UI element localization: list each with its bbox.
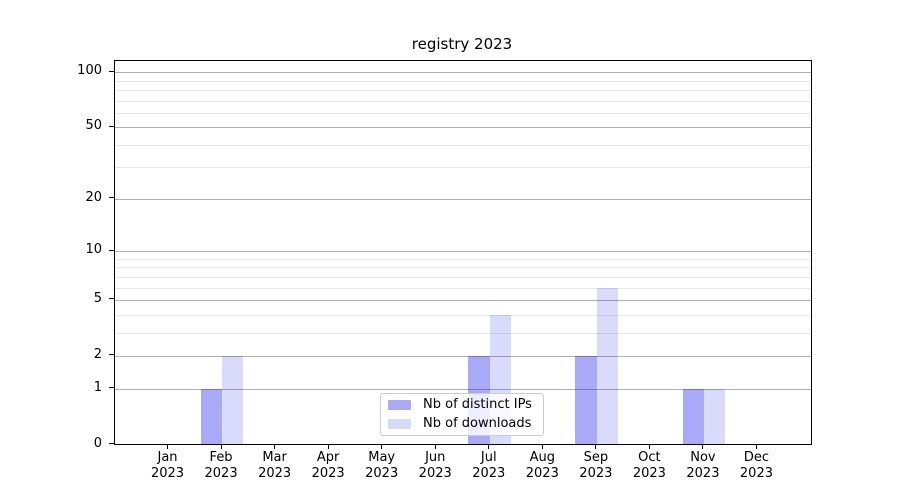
plot-area: Nb of distinct IPs Nb of downloads xyxy=(114,60,812,445)
x-tick-label-mar: Mar 2023 xyxy=(235,450,315,483)
major-gridline-100 xyxy=(115,72,811,74)
x-tick-label-may: May 2023 xyxy=(342,450,422,483)
bar-downloads-nov xyxy=(703,388,726,445)
bar-downloads-feb xyxy=(222,355,244,445)
x-tick-mark-mar xyxy=(274,445,276,449)
x-tick-month: Jun xyxy=(425,449,446,465)
legend-item-downloads: Nb of downloads xyxy=(388,416,535,432)
x-tick-mark-may xyxy=(381,445,383,449)
minor-gridline-60 xyxy=(115,112,811,114)
x-tick-year: 2023 xyxy=(258,466,292,481)
minor-gridline-80 xyxy=(115,89,811,91)
x-tick-label-jul: Jul 2023 xyxy=(449,450,529,483)
x-tick-mark-apr xyxy=(327,445,329,449)
x-tick-year: 2023 xyxy=(579,466,613,481)
y-tick-label-0: 0 xyxy=(93,435,102,451)
x-tick-label-jun: Jun 2023 xyxy=(395,450,475,483)
x-tick-label-dec: Dec 2023 xyxy=(716,450,796,483)
minor-gridline-90 xyxy=(115,80,811,82)
minor-gridline-9 xyxy=(115,258,811,260)
x-tick-year: 2023 xyxy=(365,466,399,481)
major-gridline-2 xyxy=(115,355,811,357)
major-gridline-10 xyxy=(115,251,811,253)
x-tick-mark-sep xyxy=(595,445,597,449)
y-tick-label-1: 1 xyxy=(93,379,102,395)
y-tick-mark-0 xyxy=(109,443,114,444)
major-gridline-50 xyxy=(115,127,811,129)
x-tick-mark-feb xyxy=(220,445,222,449)
legend-item-distinct-ips: Nb of distinct IPs xyxy=(388,397,535,413)
y-tick-mark-5 xyxy=(109,298,114,300)
x-tick-month: Nov xyxy=(690,449,716,465)
x-tick-month: Jan xyxy=(157,449,178,465)
bar-downloads-sep xyxy=(596,287,619,445)
major-gridline-5 xyxy=(115,299,811,301)
x-tick-month: May xyxy=(368,449,396,465)
legend: Nb of distinct IPs Nb of downloads xyxy=(380,393,544,436)
x-tick-year: 2023 xyxy=(739,466,773,481)
y-tick-mark-1 xyxy=(109,387,114,389)
x-tick-label-nov: Nov 2023 xyxy=(663,450,743,483)
x-tick-label-feb: Feb 2023 xyxy=(181,450,261,483)
major-gridline-20 xyxy=(115,198,811,200)
x-tick-mark-aug xyxy=(541,445,543,449)
x-tick-mark-jul xyxy=(488,445,490,449)
x-tick-month: Sep xyxy=(583,449,609,465)
legend-swatch-downloads xyxy=(388,418,411,429)
minor-gridline-4 xyxy=(115,314,811,316)
major-gridline-1 xyxy=(115,388,811,390)
y-tick-label-5: 5 xyxy=(93,290,102,306)
bar-distinct-ips-feb xyxy=(200,388,223,445)
x-tick-month: Oct xyxy=(638,449,661,465)
y-tick-mark-50 xyxy=(109,125,114,127)
chart-title: registry 2023 xyxy=(411,35,513,53)
minor-gridline-8 xyxy=(115,267,811,269)
minor-gridline-40 xyxy=(115,144,811,146)
x-tick-mark-dec xyxy=(755,445,757,449)
x-tick-year: 2023 xyxy=(632,466,666,481)
x-tick-month: Dec xyxy=(743,449,770,465)
y-tick-label-10: 10 xyxy=(85,242,102,258)
y-tick-mark-2 xyxy=(109,354,114,356)
x-tick-year: 2023 xyxy=(525,466,559,481)
x-tick-year: 2023 xyxy=(204,466,238,481)
minor-gridline-3 xyxy=(115,332,811,334)
x-tick-year: 2023 xyxy=(311,466,345,481)
minor-gridline-70 xyxy=(115,100,811,102)
x-tick-month: Apr xyxy=(316,449,340,465)
y-tick-label-50: 50 xyxy=(85,118,102,134)
x-tick-month: Aug xyxy=(529,449,555,465)
x-tick-mark-oct xyxy=(648,445,650,449)
x-tick-month: Mar xyxy=(262,449,287,465)
x-tick-mark-jan xyxy=(167,445,169,449)
minor-gridline-30 xyxy=(115,167,811,169)
y-tick-mark-20 xyxy=(109,197,114,199)
y-tick-label-100: 100 xyxy=(77,63,102,79)
x-tick-year: 2023 xyxy=(150,466,185,481)
x-tick-label-aug: Aug 2023 xyxy=(502,450,582,483)
bar-distinct-ips-nov xyxy=(682,388,704,445)
legend-swatch-distinct-ips xyxy=(388,399,411,410)
legend-label-distinct-ips: Nb of distinct IPs xyxy=(423,396,532,412)
y-tick-label-20: 20 xyxy=(85,189,102,205)
bar-distinct-ips-sep xyxy=(575,355,597,445)
legend-label-downloads: Nb of downloads xyxy=(423,415,532,431)
minor-gridline-6 xyxy=(115,287,811,289)
x-tick-mark-jun xyxy=(434,445,436,449)
x-tick-month: Feb xyxy=(209,449,233,465)
x-tick-mark-nov xyxy=(702,445,704,449)
y-tick-label-2: 2 xyxy=(93,346,102,362)
x-tick-label-apr: Apr 2023 xyxy=(288,450,368,483)
minor-gridline-7 xyxy=(115,276,811,278)
x-tick-year: 2023 xyxy=(418,466,452,481)
y-tick-mark-100 xyxy=(109,70,114,72)
x-tick-label-sep: Sep 2023 xyxy=(556,450,636,483)
x-tick-label-oct: Oct 2023 xyxy=(609,450,689,483)
x-tick-year: 2023 xyxy=(472,466,506,481)
x-tick-year: 2023 xyxy=(686,466,720,481)
y-tick-mark-10 xyxy=(109,249,114,251)
x-tick-month: Jul xyxy=(480,449,497,465)
x-tick-label-jan: Jan 2023 xyxy=(128,450,208,483)
